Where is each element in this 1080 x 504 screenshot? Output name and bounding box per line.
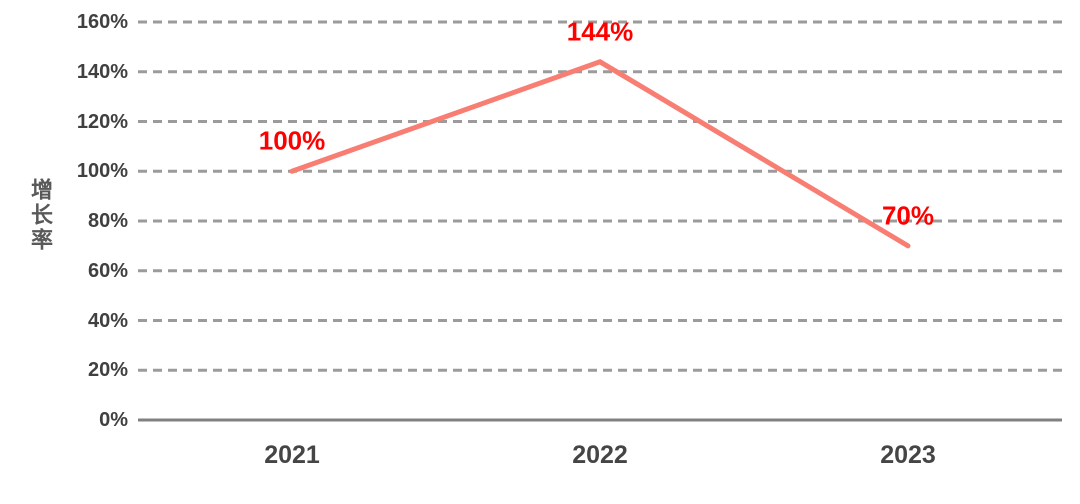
x-tick-label: 2022 [572, 441, 628, 469]
y-tick-label: 60% [87, 259, 128, 282]
series-line [289, 59, 911, 249]
y-axis-title: 增长率 [28, 178, 53, 253]
y-tick-label: 40% [87, 309, 128, 332]
x-tick-label: 2021 [264, 441, 320, 469]
data-label: 100% [258, 125, 326, 156]
data-label: 70% [881, 200, 935, 231]
data-label: 144% [566, 16, 634, 47]
y-tick-label: 120% [76, 110, 128, 133]
y-tick-label: 160% [76, 11, 128, 33]
y-tick-label: 80% [87, 210, 128, 232]
x-tick-label: 2023 [880, 441, 936, 469]
y-tick-label: 100% [76, 160, 128, 183]
y-tick-label: 0% [99, 409, 128, 431]
y-tick-label: 20% [87, 359, 128, 382]
y-tick-label: 140% [76, 60, 128, 83]
y-axis-tick-labels: 0% 20% 40% 60% 80% 100% 120% 140% 160% [0, 0, 128, 504]
